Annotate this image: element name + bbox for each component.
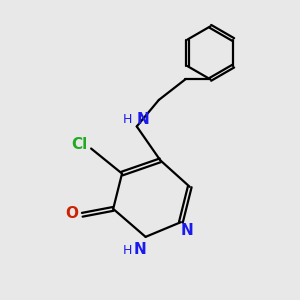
Text: Cl: Cl (71, 136, 88, 152)
Text: N: N (134, 242, 147, 257)
Text: H: H (123, 244, 132, 256)
Text: N: N (181, 223, 194, 238)
Text: H: H (123, 112, 133, 126)
Text: N: N (136, 112, 149, 127)
Text: O: O (65, 206, 79, 221)
